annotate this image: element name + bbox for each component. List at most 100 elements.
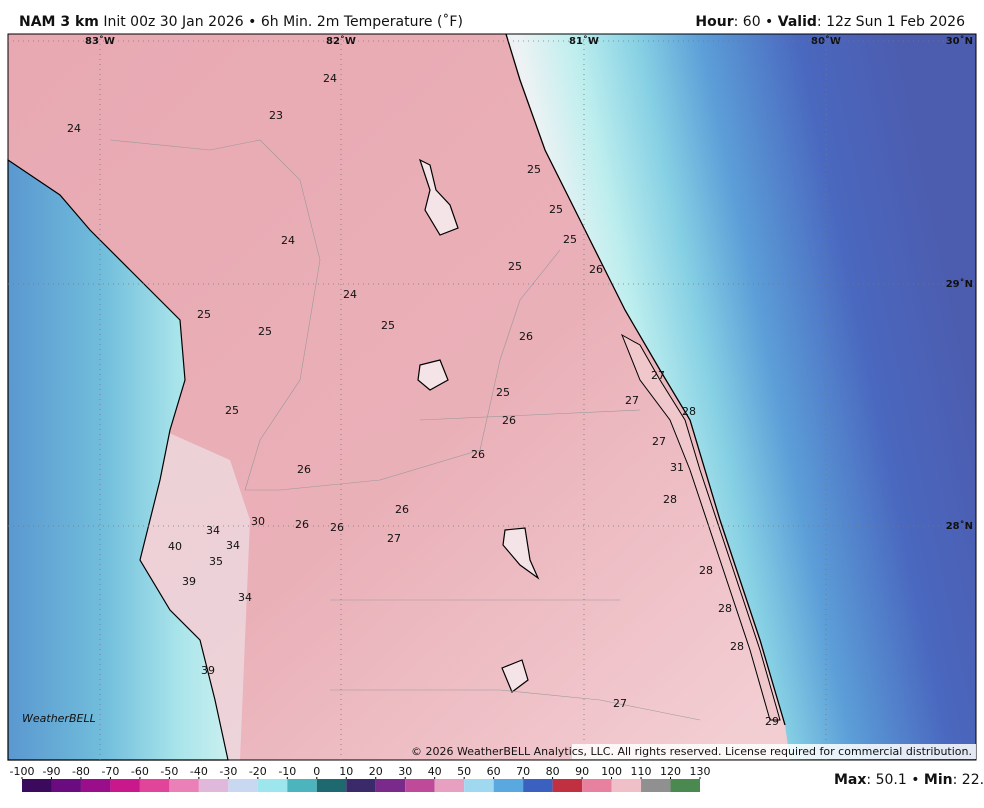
station-value: 28 — [663, 493, 677, 506]
station-value: 25 — [197, 308, 211, 321]
text-segment: Init 00z 30 Jan 2026 • 6h Min. 2m Temper… — [99, 13, 463, 30]
station-value: 27 — [652, 435, 666, 448]
colorbar-label: -80 — [72, 765, 90, 778]
longitude-label: 80˚W — [811, 35, 841, 47]
station-value: 28 — [730, 640, 744, 653]
station-value: 24 — [343, 288, 357, 301]
atlantic — [506, 34, 976, 760]
station-value: 26 — [589, 263, 603, 276]
colorbar-segment — [434, 779, 465, 792]
text-segment: : 22.4 — [953, 772, 984, 788]
colorbar-segment — [582, 779, 612, 792]
colorbar-segment — [552, 779, 583, 792]
colorbar-label: 130 — [690, 765, 711, 778]
colorbar-label: -60 — [131, 765, 149, 778]
latitude-label: 30˚N — [946, 35, 973, 47]
gulf — [7, 158, 229, 761]
station-value: 25 — [496, 386, 510, 399]
map-labels: 83˚W 82˚W 81˚W 80˚W 30˚N 29˚N 28˚N 24 23 24 25 25 24… — [8, 34, 976, 760]
colorbar-label: -20 — [249, 765, 267, 778]
station-value: 28 — [699, 564, 713, 577]
station-value: 25 — [527, 163, 541, 176]
station-value: 26 — [502, 414, 516, 427]
colorbar-label: -30 — [219, 765, 237, 778]
colorbar-segment — [51, 779, 81, 792]
station-value: 25 — [563, 233, 577, 246]
colorbar-label: 70 — [516, 765, 530, 778]
footer-stats: Max: 50.1 • Min: 22.4 — [834, 772, 984, 788]
colorbar-label: 0 — [313, 765, 320, 778]
lakes — [417, 158, 540, 693]
station-value: 25 — [225, 404, 239, 417]
latitude-label: 28˚N — [946, 520, 973, 532]
colorbar-label: 60 — [487, 765, 501, 778]
map-frame — [7, 33, 977, 761]
longitude-label: 81˚W — [569, 35, 599, 47]
station-value: 39 — [201, 664, 215, 677]
colorbar-segment — [375, 779, 406, 792]
station-value: 27 — [387, 532, 401, 545]
text-segment: Max — [834, 772, 866, 788]
station-value: 25 — [381, 319, 395, 332]
text-segment: : 50.1 • — [866, 772, 924, 788]
station-value: 27 — [625, 394, 639, 407]
colorbar-label: 10 — [339, 765, 353, 778]
station-value: 28 — [718, 602, 732, 615]
station-value: 24 — [323, 72, 337, 85]
colorbar-segment — [611, 779, 642, 792]
lake — [502, 527, 540, 580]
colorbar-segment — [22, 779, 52, 792]
colorbar-segment — [287, 779, 317, 792]
colorbar-segment — [641, 779, 671, 792]
colorbar-label: 50 — [457, 765, 471, 778]
colorbar-label: 40 — [428, 765, 442, 778]
station-value: 30 — [251, 515, 265, 528]
station-value: 24 — [67, 122, 81, 135]
colorbar-label: 30 — [398, 765, 412, 778]
colorbar-label: 20 — [369, 765, 383, 778]
station-value: 29 — [765, 715, 779, 728]
station-value: 35 — [209, 555, 223, 568]
text-segment: NAM 3 km — [19, 14, 99, 30]
station-value: 24 — [281, 234, 295, 247]
station-value: 31 — [670, 461, 684, 474]
lake — [417, 359, 449, 391]
logo: WeatherBELL — [22, 712, 96, 725]
colorbar-segment — [405, 779, 435, 792]
lagoon — [621, 333, 781, 721]
colorbar-segment — [670, 779, 700, 792]
station-value: 26 — [295, 518, 309, 531]
station-value: 26 — [297, 463, 311, 476]
station-value: 28 — [682, 405, 696, 418]
colorbar-segment — [316, 779, 347, 792]
station-value: 26 — [519, 330, 533, 343]
colorbar: -100 -90 -80 -70 -60 -50 -40 -30 -20 -10 0 10 20 30 40… — [10, 765, 711, 792]
lake — [418, 158, 459, 236]
colorbar-segment — [523, 779, 553, 792]
station-value: 39 — [182, 575, 196, 588]
station-value: 34 — [238, 591, 252, 604]
colorbar-label: -100 — [10, 765, 35, 778]
colorbar-segment — [464, 779, 494, 792]
colorbar-label: 80 — [546, 765, 560, 778]
station-value: 25 — [508, 260, 522, 273]
colorbar-label: 120 — [660, 765, 681, 778]
station-value: 23 — [269, 109, 283, 122]
colorbar-label: 110 — [631, 765, 652, 778]
colorbar-segment — [169, 779, 199, 792]
colorbar-segment — [80, 779, 111, 792]
colorbar-segment — [198, 779, 229, 792]
text-segment: Valid — [778, 14, 817, 30]
colorbar-label: -10 — [278, 765, 296, 778]
colorbar-label: 100 — [601, 765, 622, 778]
station-value: 34 — [226, 539, 240, 552]
copyright-bg — [572, 744, 976, 759]
colorbar-segment — [346, 779, 376, 792]
station-value: 27 — [613, 697, 627, 710]
station-value: 26 — [471, 448, 485, 461]
colorbar-label: -50 — [160, 765, 178, 778]
longitude-label: 82˚W — [326, 35, 356, 47]
